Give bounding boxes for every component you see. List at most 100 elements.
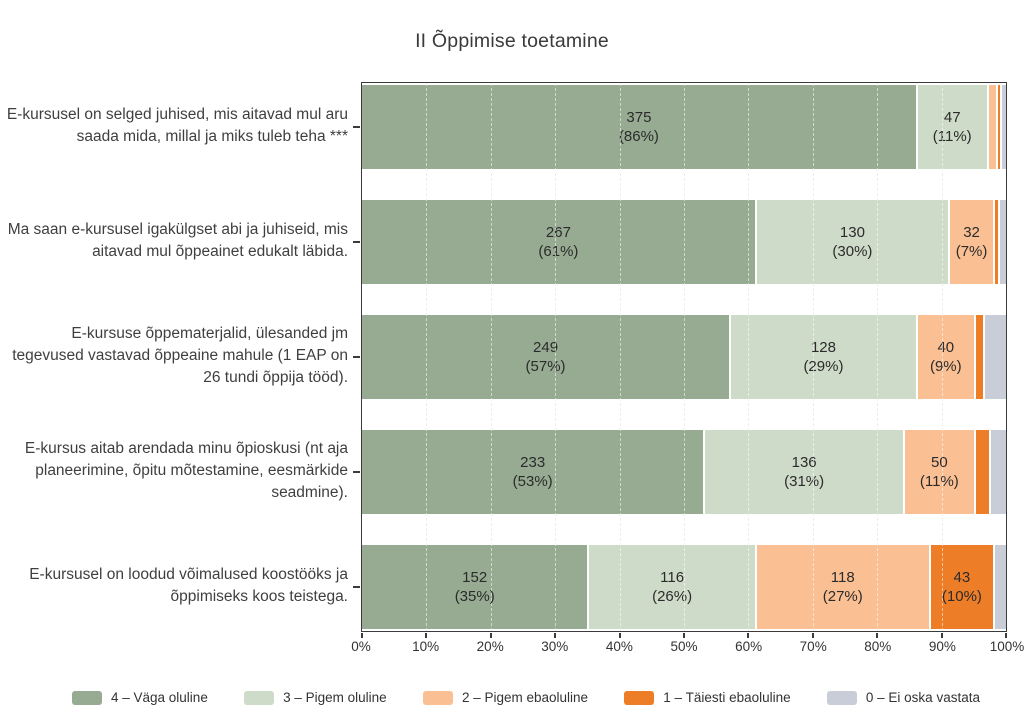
x-axis-tick-label: 10% xyxy=(412,639,440,654)
segment-percent: (10%) xyxy=(941,588,982,605)
bar-segment-not-important xyxy=(993,200,999,284)
legend-swatch-rather-important xyxy=(244,690,275,705)
legend-item-no-answer: 0 – Ei oska vastata xyxy=(826,690,980,705)
bar-row: 233 (53%) 136 (31%) 50 (11%) xyxy=(362,430,1006,514)
segment-value: 249 xyxy=(533,338,559,356)
y-axis-tick xyxy=(353,471,360,473)
x-axis: 0% 10% 20% 30% 40% 50% 60% 70% 80% 90% 100% xyxy=(351,639,1024,665)
bar-segment-rather-important: 130 (30%) xyxy=(754,200,949,284)
segment-percent: (86%) xyxy=(618,128,659,145)
x-axis-tick xyxy=(554,633,557,638)
gridline xyxy=(490,83,492,631)
x-axis-tick-label: 100% xyxy=(989,639,1024,654)
bar-segment-rather-important: 136 (31%) xyxy=(703,430,903,514)
x-axis-tick xyxy=(1005,633,1007,638)
x-axis-tick xyxy=(811,633,814,638)
segment-value: 32 xyxy=(963,223,980,241)
gridline xyxy=(748,83,750,631)
segment-percent: (11%) xyxy=(932,128,972,145)
segment-value: 43 xyxy=(953,568,971,586)
segment-value: 47 xyxy=(943,108,961,126)
segment-percent: (29%) xyxy=(803,358,844,375)
gridline xyxy=(877,83,879,631)
bar-segment-not-important xyxy=(973,315,983,399)
bar-segment-rather-unimportant: 118 (27%) xyxy=(754,545,929,629)
x-axis-tick xyxy=(618,633,621,638)
segment-value: 130 xyxy=(839,223,865,241)
gridline xyxy=(684,83,685,631)
row-label: E-kursus aitab arendada minu õpioskusi (… xyxy=(24,440,348,501)
bar-segment-rather-important: 116 (26%) xyxy=(587,545,755,629)
bar-segment-rather-unimportant xyxy=(986,85,996,169)
legend-item-rather-unimportant: 2 – Pigem ebaoluline xyxy=(422,690,589,705)
segment-percent: (27%) xyxy=(822,588,863,605)
x-axis-tick xyxy=(940,633,943,638)
bar-segment-not-important xyxy=(973,430,990,514)
bar-row: 152 (35%) 116 (26%) 118 (27%) 43 (10%) xyxy=(362,545,1006,629)
segment-value: 116 xyxy=(660,568,685,586)
legend-item-not-important: 1 – Täiesti ebaoluline xyxy=(624,690,791,705)
segment-value: 136 xyxy=(791,453,817,471)
x-axis-tick-label: 70% xyxy=(799,639,827,654)
y-axis-tick xyxy=(353,241,360,243)
stacked-bar-chart: E-kursusel on selged juhised, mis aitava… xyxy=(0,82,1024,638)
segment-percent: (30%) xyxy=(832,243,873,260)
segment-value: 233 xyxy=(520,453,546,471)
x-axis-tick xyxy=(747,633,750,638)
gridline xyxy=(941,83,943,631)
segment-percent: (31%) xyxy=(784,473,825,490)
bar-segment-rather-unimportant: 40 (9%) xyxy=(915,315,974,399)
x-axis-tick xyxy=(876,633,879,638)
segment-percent: (7%) xyxy=(955,243,988,260)
x-axis-tick-label: 40% xyxy=(605,639,633,654)
bar-segment-no-answer xyxy=(999,85,1006,169)
x-axis-tick-label: 60% xyxy=(735,639,763,654)
legend-label: 4 – Väga oluline xyxy=(111,690,208,705)
bar-row: 249 (57%) 128 (29%) 40 (9%) xyxy=(362,315,1006,399)
x-axis-tick xyxy=(683,633,685,638)
x-axis-tick xyxy=(425,633,428,638)
gridline xyxy=(812,83,814,631)
legend-label: 2 – Pigem ebaoluline xyxy=(461,690,589,705)
segment-value: 40 xyxy=(937,338,955,356)
bar-row: 267 (61%) 130 (30%) 32 (7%) xyxy=(362,200,1006,284)
segment-value: 267 xyxy=(545,223,571,241)
segment-percent: (26%) xyxy=(652,588,693,605)
bar-segment-rather-important: 47 (11%) xyxy=(915,85,987,169)
bar-segment-very-important: 152 (35%) xyxy=(362,545,588,629)
y-axis-tick xyxy=(353,586,360,588)
gridline xyxy=(426,83,428,631)
segment-value: 128 xyxy=(810,338,836,356)
bar-segment-no-answer xyxy=(989,430,1006,514)
x-axis-tick-label: 30% xyxy=(541,639,569,654)
gridline xyxy=(619,83,621,631)
segment-value: 50 xyxy=(931,453,948,471)
x-axis-tick xyxy=(361,633,363,638)
legend-swatch-rather-unimportant xyxy=(422,690,453,705)
segment-percent: (61%) xyxy=(538,243,579,260)
segment-percent: (35%) xyxy=(454,588,495,605)
x-axis-tick-label: 0% xyxy=(351,639,371,654)
chart-title: II Õppimise toetamine xyxy=(415,30,609,52)
bar-segment-rather-important: 128 (29%) xyxy=(729,315,916,399)
legend-label: 1 – Täiesti ebaoluline xyxy=(663,690,791,705)
x-axis-tick-label: 80% xyxy=(864,639,892,654)
legend-label: 3 – Pigem oluline xyxy=(283,690,387,705)
bar-segment-very-important: 249 (57%) xyxy=(362,315,730,399)
x-axis-tick-label: 90% xyxy=(928,639,956,654)
legend-label: 0 – Ei oska vastata xyxy=(865,690,980,705)
row-label: E-kursuse õppematerjalid, ülesanded jm t… xyxy=(12,325,348,386)
bar-segment-very-important: 267 (61%) xyxy=(362,200,755,284)
legend-swatch-very-important xyxy=(72,690,102,705)
x-axis-tick xyxy=(489,633,492,638)
y-axis-tick xyxy=(353,126,360,128)
x-axis-tick-label: 50% xyxy=(670,639,698,654)
segment-value: 118 xyxy=(830,568,855,586)
row-label: E-kursusel on selged juhised, mis aitava… xyxy=(6,106,348,145)
gridline xyxy=(555,83,557,631)
legend-item-rather-important: 3 – Pigem oluline xyxy=(244,690,387,705)
bar-segment-very-important: 233 (53%) xyxy=(362,430,704,514)
bar-segment-no-answer xyxy=(998,200,1006,284)
bar-segment-not-important: 43 (10%) xyxy=(928,545,994,629)
bar-segment-no-answer xyxy=(993,545,1006,629)
